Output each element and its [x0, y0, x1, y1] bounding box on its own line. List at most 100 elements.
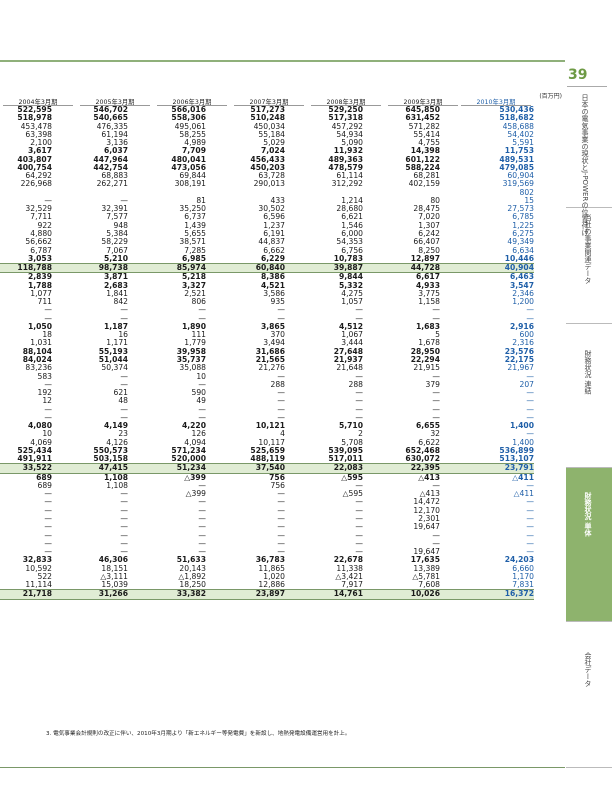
- table-cell: 1,400: [509, 421, 534, 431]
- table-cell: 23,576: [504, 346, 534, 356]
- table-row: — — — — — 2,301 —: [0, 514, 534, 524]
- table-cell: —: [432, 305, 440, 315]
- table-cell: 7,917: [341, 580, 363, 590]
- table-cell: 571,282: [408, 121, 440, 131]
- table-cell: —: [432, 371, 440, 381]
- table-cell: —: [526, 371, 534, 381]
- table-cell: 6,622: [418, 437, 440, 447]
- table-cell: 3,775: [418, 288, 440, 298]
- table-cell: 517,011: [328, 454, 363, 464]
- table-cell: —: [44, 530, 52, 540]
- table-cell: 802: [519, 187, 535, 197]
- table-cell: —: [526, 538, 534, 548]
- table-cell: —: [432, 480, 440, 490]
- table-cell: —: [120, 412, 128, 422]
- table-row: — — — — — 19,647 —: [0, 523, 534, 532]
- table-cell: 2: [358, 429, 363, 439]
- table-cell: 14,761: [333, 589, 363, 599]
- table-cell: △411: [512, 472, 534, 482]
- table-cell: 4,069: [30, 437, 52, 447]
- table-cell: 529,250: [328, 105, 363, 114]
- table-cell: —: [526, 505, 534, 515]
- table-cell: 262,271: [96, 179, 128, 189]
- table-row: 10,592 18,151 20,143 11,865 11,338 13,389 6,66…: [0, 563, 534, 573]
- table-cell: —: [198, 530, 206, 540]
- table-cell: 54,934: [336, 129, 363, 139]
- table-cell: 1,400: [512, 437, 534, 447]
- sidebar-tab-company-data[interactable]: 会社データ: [566, 622, 612, 768]
- table-cell: 12,886: [258, 580, 285, 590]
- table-cell: 5,210: [103, 253, 128, 263]
- table-cell: —: [526, 497, 534, 507]
- column-header: 2006年3月期: [172, 99, 212, 106]
- table-cell: △595: [342, 489, 363, 499]
- sidebar-tab-business-data[interactable]: 当社の事業関連データ: [566, 208, 612, 324]
- table-cell: 478,579: [328, 162, 363, 172]
- table-row: 21,718 31,266 33,382 23,897 14,761 10,026 16,3…: [0, 589, 534, 600]
- sidebar-tab-overview[interactable]: 日本の電気事業の現状とJ-POWERの位置付け: [566, 90, 612, 236]
- table-cell: 631,452: [405, 113, 440, 123]
- table-cell: 31,686: [255, 346, 285, 356]
- table-cell: 22,395: [410, 463, 440, 473]
- table-cell: 10,446: [504, 253, 534, 263]
- table-cell: 600: [519, 330, 535, 340]
- table-row: 525,434 550,573 571,234 525,659 539,095 652,4…: [0, 445, 534, 455]
- sidebar-tab-non-consolidated[interactable]: 財務状況 単体: [566, 468, 612, 622]
- table-cell: 6,037: [103, 146, 128, 156]
- table-cell: 6,242: [418, 228, 440, 238]
- table-cell: 126: [191, 429, 207, 439]
- table-cell: —: [44, 514, 52, 524]
- table-cell: 588,224: [405, 162, 440, 172]
- table-cell: 4,149: [103, 421, 128, 431]
- table-row: — — — — — — —: [0, 530, 534, 540]
- sidebar-tab-consolidated[interactable]: 財務状況 連結: [566, 324, 612, 468]
- table-cell: 488,119: [250, 454, 285, 464]
- table-cell: 4: [280, 429, 285, 439]
- table-row: — — — — — — —: [0, 412, 534, 422]
- table-cell: —: [120, 497, 128, 507]
- table-cell: 46,306: [98, 555, 128, 565]
- table-cell: 450,034: [253, 121, 285, 131]
- table-cell: 1,187: [103, 321, 128, 331]
- table-cell: 1,031: [30, 338, 52, 348]
- table-cell: 290,013: [253, 179, 285, 189]
- table-cell: 84,024: [22, 354, 52, 364]
- table-cell: —: [44, 305, 52, 315]
- table-row: 689 1,108 — 756 — — —: [0, 480, 535, 490]
- table-cell: 3,586: [263, 288, 285, 298]
- table-cell: 590: [191, 388, 207, 398]
- table-cell: —: [277, 505, 285, 515]
- table-cell: 550,573: [93, 445, 128, 455]
- table-cell: 689: [37, 480, 53, 490]
- table-row: 522,595 546,702 566,016 517,273 529,250 645,8…: [0, 105, 534, 114]
- table-row: 118,788 98,738 85,974 60,840 39,887 44,728 40,…: [0, 263, 534, 274]
- bottom-rule: [0, 767, 565, 768]
- table-cell: 7,709: [181, 146, 206, 156]
- table-cell: 539,095: [328, 445, 363, 455]
- table-cell: —: [44, 505, 52, 515]
- table-cell: 630,072: [405, 454, 440, 464]
- table-row: 56,662 58,229 38,571 44,837 54,353 66,407 49,3…: [0, 237, 534, 246]
- table-cell: 652,468: [405, 445, 440, 455]
- table-cell: 80: [430, 195, 440, 205]
- table-cell: 4,933: [415, 280, 440, 290]
- table-cell: 6,660: [512, 563, 534, 573]
- table-cell: 47,415: [98, 463, 128, 473]
- table-cell: 935: [270, 297, 286, 307]
- table-cell: 1,108: [103, 472, 128, 482]
- table-cell: △413: [418, 472, 440, 482]
- table-cell: 15,039: [101, 580, 128, 590]
- table-cell: 22,083: [333, 463, 363, 473]
- table-cell: 525,659: [250, 445, 285, 455]
- table-cell: 4,220: [181, 421, 206, 431]
- top-rule: [0, 60, 565, 62]
- table-cell: 689: [36, 472, 52, 482]
- table-cell: —: [198, 505, 206, 515]
- table-cell: 7,711: [30, 212, 52, 222]
- table-cell: —: [277, 313, 285, 323]
- column-header-current: 2010年3月期: [476, 99, 516, 106]
- table-cell: —: [355, 530, 363, 540]
- table-cell: 10,783: [333, 253, 363, 263]
- table-cell: 2,683: [103, 280, 128, 290]
- table-cell: 6,617: [415, 272, 440, 282]
